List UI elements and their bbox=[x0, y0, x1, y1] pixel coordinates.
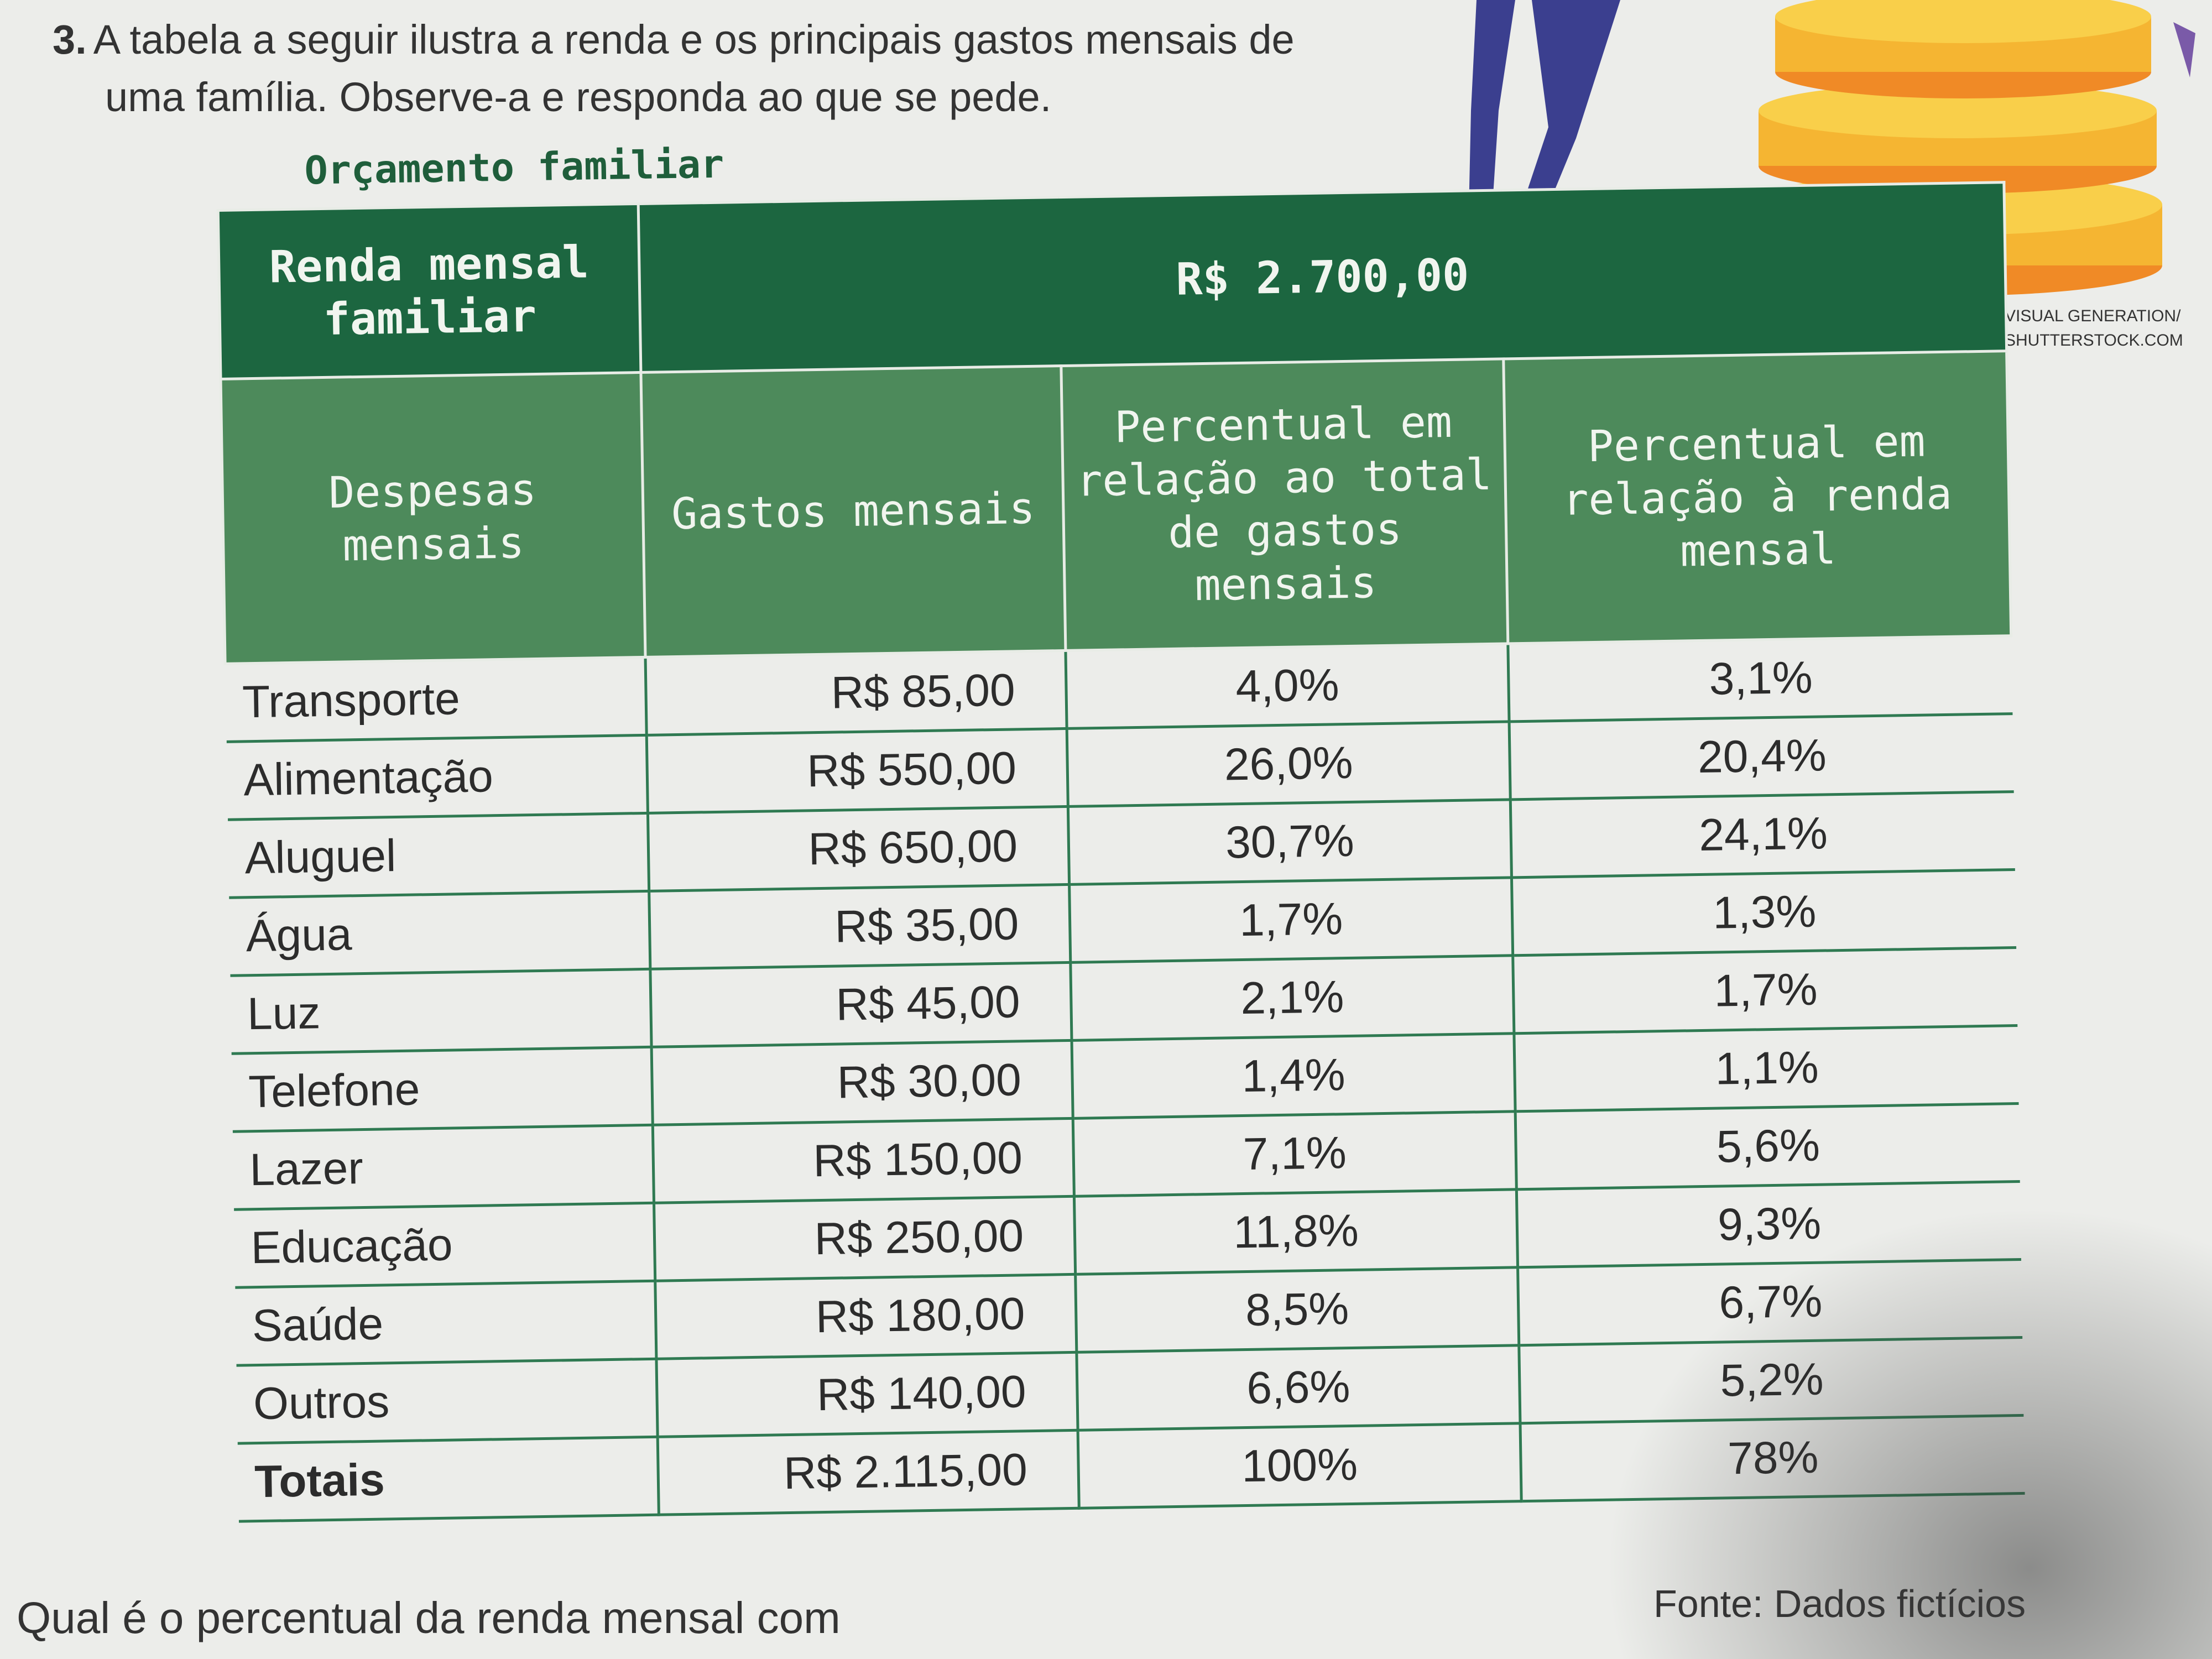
row-pct-income: 6,7% bbox=[1517, 1259, 2022, 1345]
row-pct-income: 24,1% bbox=[1510, 791, 2015, 878]
budget-table-container: Orçamento familiar Renda mensal familiar… bbox=[216, 121, 2026, 1523]
header-pct-income: Percentual em relação à renda mensal bbox=[1503, 351, 2011, 644]
income-label: Renda mensal familiar bbox=[218, 204, 641, 379]
row-value: R$ 140,00 bbox=[656, 1352, 1078, 1437]
header-row: Despesas mensais Gastos mensais Percentu… bbox=[221, 351, 2011, 664]
total-value: R$ 2.115,00 bbox=[658, 1430, 1079, 1515]
row-pct-total: 30,7% bbox=[1068, 799, 1512, 885]
row-pct-income: 1,3% bbox=[1511, 869, 2016, 956]
income-row: Renda mensal familiar R$ 2.700,00 bbox=[218, 182, 2007, 379]
row-label: Água bbox=[228, 891, 650, 976]
budget-table: Renda mensal familiar R$ 2.700,00 Despes… bbox=[217, 181, 2026, 1523]
header-pct-total: Percentual em relação ao total de gastos… bbox=[1061, 358, 1508, 651]
row-label: Alimentação bbox=[226, 735, 648, 820]
row-pct-total: 6,6% bbox=[1076, 1345, 1520, 1431]
question-line-2: uma família. Observe-a e responda ao que… bbox=[105, 74, 1052, 120]
credit-line-2: SHUTTERSTOCK.COM bbox=[2005, 331, 2183, 349]
question-line-1: A tabela a seguir ilustra a renda e os p… bbox=[93, 17, 1295, 62]
row-value: R$ 30,00 bbox=[651, 1040, 1073, 1125]
row-pct-total: 11,8% bbox=[1074, 1189, 1518, 1275]
row-label: Luz bbox=[229, 969, 652, 1054]
row-pct-total: 1,7% bbox=[1069, 877, 1513, 963]
row-label: Telefone bbox=[231, 1047, 653, 1132]
row-value: R$ 35,00 bbox=[649, 884, 1071, 969]
row-label: Transporte bbox=[225, 657, 647, 742]
row-pct-income: 5,6% bbox=[1515, 1103, 2020, 1190]
row-label: Educação bbox=[233, 1203, 655, 1288]
row-value: R$ 250,00 bbox=[654, 1196, 1076, 1281]
row-label: Saúde bbox=[234, 1281, 656, 1366]
row-label: Outros bbox=[236, 1359, 658, 1444]
row-pct-total: 26,0% bbox=[1067, 721, 1511, 807]
source-note: Fonte: Dados fictícios bbox=[1653, 1582, 2026, 1625]
row-pct-total: 8,5% bbox=[1075, 1267, 1519, 1353]
next-question-text: Qual é o percentual da renda mensal com bbox=[17, 1593, 841, 1642]
row-value: R$ 650,00 bbox=[648, 806, 1070, 891]
row-label: Aluguel bbox=[227, 813, 649, 898]
row-value: R$ 550,00 bbox=[646, 728, 1068, 813]
table-body: Transporte R$ 85,00 4,0% 3,1% Alimentação R$ … bbox=[225, 635, 2023, 1444]
image-credit: VISUAL GENERATION/ SHUTTERSTOCK.COM bbox=[2005, 304, 2183, 353]
row-value: R$ 180,00 bbox=[655, 1274, 1077, 1359]
total-label: Totais bbox=[237, 1437, 659, 1522]
row-value: R$ 85,00 bbox=[645, 650, 1067, 735]
total-pct-income: 78% bbox=[1520, 1415, 2025, 1501]
header-expenses: Despesas mensais bbox=[221, 372, 646, 664]
row-pct-total: 1,4% bbox=[1072, 1033, 1516, 1119]
row-pct-total: 2,1% bbox=[1070, 955, 1514, 1041]
question-text: 3. A tabela a seguir ilustra a renda e os… bbox=[53, 11, 1490, 126]
row-pct-income: 1,7% bbox=[1512, 947, 2017, 1034]
credit-line-1: VISUAL GENERATION/ bbox=[2005, 307, 2181, 325]
question-number: 3. bbox=[53, 17, 87, 62]
row-pct-income: 9,3% bbox=[1516, 1181, 2021, 1267]
row-pct-income: 5,2% bbox=[1519, 1337, 2023, 1423]
income-value: R$ 2.700,00 bbox=[638, 182, 2007, 373]
row-pct-total: 4,0% bbox=[1065, 643, 1510, 729]
row-value: R$ 45,00 bbox=[650, 962, 1072, 1047]
row-value: R$ 150,00 bbox=[653, 1118, 1074, 1203]
row-pct-income: 3,1% bbox=[1507, 635, 2012, 722]
row-pct-income: 20,4% bbox=[1509, 713, 2014, 800]
total-pct-total: 100% bbox=[1078, 1423, 1522, 1509]
row-pct-income: 1,1% bbox=[1514, 1025, 2019, 1112]
row-pct-total: 7,1% bbox=[1073, 1111, 1517, 1197]
row-label: Lazer bbox=[232, 1125, 654, 1210]
header-monthly-spending: Gastos mensais bbox=[640, 366, 1066, 658]
